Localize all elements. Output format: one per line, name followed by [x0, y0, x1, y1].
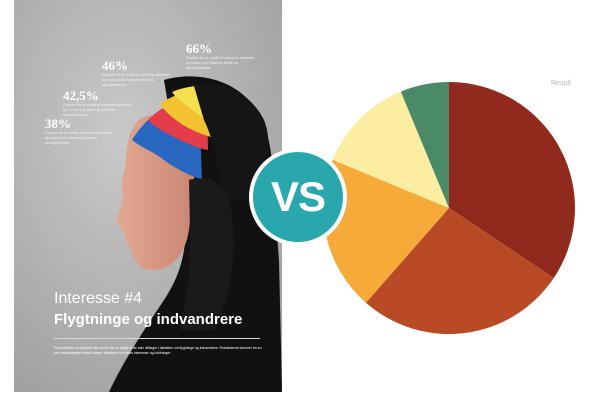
stat-38: 38% Svar/er lib ei modit et omnimo dolor…	[45, 117, 115, 145]
stat-description: Svar/er lib ei modit et omnimo dolorem s…	[45, 130, 114, 145]
vs-badge: VS	[249, 148, 347, 246]
poster-divider	[54, 338, 260, 339]
stat-percent: 66%	[186, 41, 212, 56]
stat-percent: 46%	[102, 58, 128, 73]
woman-in-hijab-photo	[14, 0, 282, 392]
stat-66: 66% Svar/er lib ei modit et omnimo dolor…	[186, 42, 256, 70]
stat-description: Svar/er lib ei modit et omnimo dolorem s…	[102, 72, 171, 87]
pie-slices	[323, 82, 576, 335]
stat-percent: 42,5%	[63, 88, 99, 103]
chart-label: Result	[551, 80, 571, 87]
stat-46: 46% Svar/er lib ei modit et omnimo dolor…	[102, 59, 172, 87]
poster-body-text: Procentdelen af danskere der mener det e…	[54, 346, 262, 355]
pie-slice-3	[323, 159, 449, 303]
poster-label: Interesse #4	[54, 290, 143, 307]
stat-description: Svar/er lib ei modit et omnimo dolorem s…	[63, 102, 132, 117]
pie-slice-2	[365, 208, 554, 335]
pie-slice-5	[400, 82, 449, 208]
pie-slice-1	[449, 82, 576, 279]
magazine-poster: 66% Svar/er lib ei modit et omnimo dolor…	[14, 0, 282, 392]
vs-text: VS	[270, 173, 326, 220]
stat-percent: 38%	[45, 116, 71, 131]
poster-title: Flygtninge og indvandrere	[54, 311, 243, 328]
stat-42-5: 42,5% Svar/er lib ei modit et omnimo dol…	[63, 89, 133, 117]
stat-description: Svar/er lib ei modit et omnimo dolorem s…	[186, 55, 255, 70]
pie-slice-4	[332, 91, 449, 208]
